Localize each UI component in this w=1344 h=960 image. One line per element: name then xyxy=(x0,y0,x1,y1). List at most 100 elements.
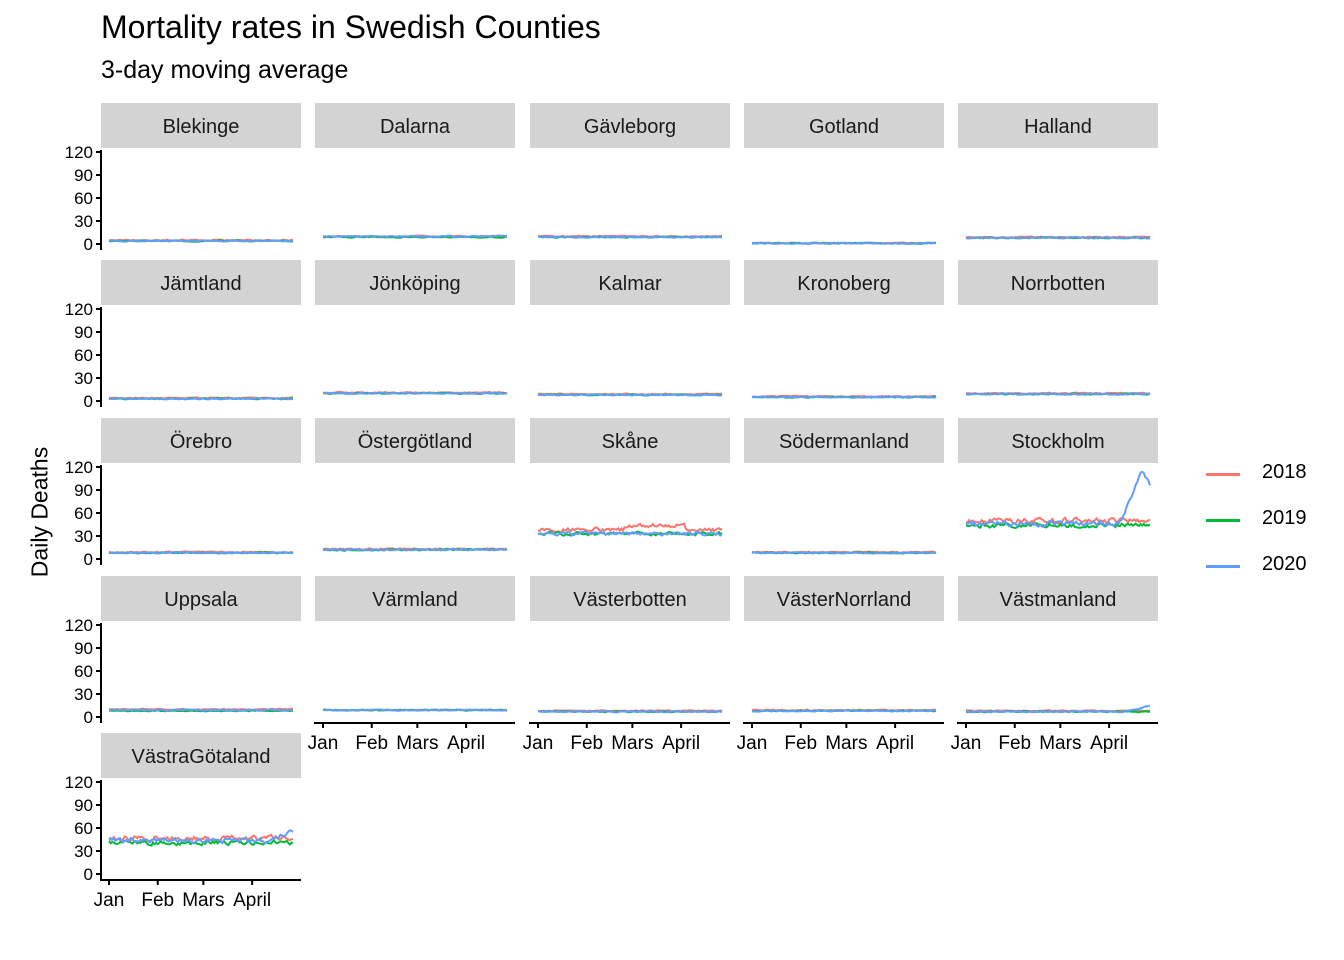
facet-strip-label: Halland xyxy=(1024,116,1092,138)
y-tick-label: 0 xyxy=(84,235,93,254)
y-tick-label: 120 xyxy=(65,773,93,792)
facet-strip-label: Jönköping xyxy=(369,273,460,295)
y-tick-label: 60 xyxy=(74,819,93,838)
facet-strip xyxy=(958,260,1158,305)
facet-strip-label: Västmanland xyxy=(1000,589,1117,611)
facet-panel: Västmanland Jan Feb Mars April xyxy=(951,576,1158,754)
series-line-2020 xyxy=(537,530,723,537)
facet-strip-label: VästerNorrland xyxy=(777,589,912,611)
legend-label-2018: 2018 xyxy=(1262,461,1307,483)
y-tick-label: 90 xyxy=(74,166,93,185)
facet-strip-label: Kalmar xyxy=(598,273,662,295)
facet-strip-label: Skåne xyxy=(602,431,659,453)
y-tick-label: 30 xyxy=(74,685,93,704)
series-line-2020 xyxy=(965,236,1151,240)
legend-swatch-2018 xyxy=(1206,473,1240,476)
x-tick-label: Jan xyxy=(308,733,339,754)
y-tick-label: 30 xyxy=(74,212,93,231)
x-tick-label: Mars xyxy=(1039,733,1081,754)
facet-panel: Norrbotten xyxy=(958,260,1158,396)
facet-strip xyxy=(958,418,1158,463)
series-line-2020 xyxy=(537,393,723,397)
x-tick-label: Mars xyxy=(182,890,224,911)
series-line-2020 xyxy=(965,470,1151,529)
x-tick-label: Jan xyxy=(951,733,982,754)
legend-label-2020: 2020 xyxy=(1262,553,1307,575)
series-line-2020 xyxy=(108,551,294,555)
facet-panel: Gotland xyxy=(744,103,944,245)
facet-strip-label: Örebro xyxy=(170,431,232,453)
series-line-2020 xyxy=(751,551,937,555)
facet-panel: Värmland Jan Feb Mars April xyxy=(308,576,515,754)
y-tick-label: 120 xyxy=(65,458,93,477)
legend-swatch-2020 xyxy=(1206,565,1240,568)
x-tick-label: Mars xyxy=(396,733,438,754)
facet-strip-label: Dalarna xyxy=(380,116,451,138)
facet-panel: Dalarna xyxy=(315,103,515,239)
series-line-2020 xyxy=(537,710,723,714)
y-tick-label: 60 xyxy=(74,346,93,365)
chart-subtitle: 3-day moving average xyxy=(101,56,349,84)
facet-strip xyxy=(744,576,944,621)
x-tick-label: April xyxy=(233,890,271,911)
x-tick-label: Feb xyxy=(998,733,1031,754)
series-line-2020 xyxy=(322,234,508,239)
x-tick-label: Jan xyxy=(94,890,125,911)
y-tick-label: 90 xyxy=(74,323,93,342)
facet-panel: Kronoberg xyxy=(744,260,944,399)
facet-panel: VästraGötaland 0 30 60 90 120 Jan Feb Mars April xyxy=(65,733,301,911)
facet-strip xyxy=(744,103,944,148)
series-line-2020 xyxy=(965,704,1151,714)
y-tick-label: 0 xyxy=(84,392,93,411)
y-tick-label: 0 xyxy=(84,550,93,569)
y-tick-label: 30 xyxy=(74,527,93,546)
facet-strip xyxy=(530,576,730,621)
facet-strip xyxy=(958,103,1158,148)
facet-strip-label: Stockholm xyxy=(1011,431,1104,453)
y-tick-label: 120 xyxy=(65,616,93,635)
facet-strip-label: Västerbotten xyxy=(573,589,686,611)
series-line-2020 xyxy=(966,392,1151,396)
y-tick-label: 30 xyxy=(74,369,93,388)
facet-strip-label: Uppsala xyxy=(164,589,238,611)
facet-strip xyxy=(101,733,301,778)
facet-panel: Blekinge 0 30 60 90 120 xyxy=(65,103,301,254)
facet-strip-label: Kronoberg xyxy=(797,273,890,295)
facet-strip xyxy=(101,260,301,305)
facet-panel: Gävleborg xyxy=(530,103,730,239)
facet-panel: Östergötland xyxy=(315,418,515,552)
x-tick-label: Mars xyxy=(611,733,653,754)
x-tick-label: Feb xyxy=(141,890,174,911)
y-tick-label: 0 xyxy=(84,708,93,727)
y-tick-label: 90 xyxy=(74,796,93,815)
series-line-2020 xyxy=(322,547,508,552)
facet-strip-label: Värmland xyxy=(372,589,458,611)
y-tick-label: 60 xyxy=(74,662,93,681)
chart-title: Mortality rates in Swedish Counties xyxy=(101,9,601,45)
facet-strip-label: Blekinge xyxy=(163,116,240,138)
y-tick-label: 30 xyxy=(74,842,93,861)
x-tick-label: April xyxy=(447,733,485,754)
facet-panel: Halland xyxy=(958,103,1158,240)
facet-panel: Skåne xyxy=(530,418,730,537)
x-tick-label: Feb xyxy=(355,733,388,754)
x-tick-label: Jan xyxy=(523,733,554,754)
y-tick-label: 120 xyxy=(65,143,93,162)
y-tick-label: 120 xyxy=(65,300,93,319)
y-tick-label: 60 xyxy=(74,189,93,208)
facet-strip xyxy=(530,103,730,148)
series-line-2018 xyxy=(965,516,1151,526)
facet-panel: Kalmar xyxy=(530,260,730,397)
facet-strip xyxy=(101,103,301,148)
series-line-2020 xyxy=(108,239,294,243)
facet-strip xyxy=(530,418,730,463)
facet-strip xyxy=(744,260,944,305)
series-line-2020 xyxy=(751,709,937,713)
facet-panel: VästerNorrland Jan Feb Mars April xyxy=(737,576,944,754)
series-line-2019 xyxy=(966,521,1151,530)
series-line-2020 xyxy=(322,391,508,396)
facet-panel: Örebro 0 30 60 90 120 xyxy=(65,418,301,569)
facet-panel: Uppsala 0 30 60 90 120 xyxy=(65,576,301,727)
y-tick-label: 90 xyxy=(74,481,93,500)
facet-strip-label: Jämtland xyxy=(160,273,241,295)
